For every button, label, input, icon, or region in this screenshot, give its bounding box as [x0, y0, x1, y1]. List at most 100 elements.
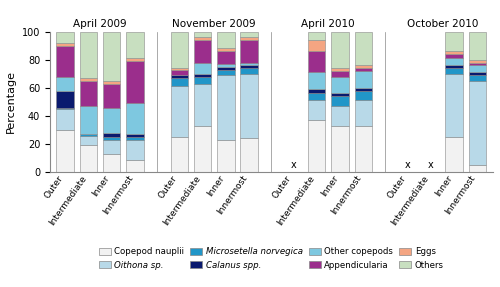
Bar — [354, 126, 372, 172]
Bar — [126, 32, 144, 58]
Bar — [331, 71, 348, 77]
Bar — [354, 71, 372, 88]
Bar — [80, 106, 97, 134]
Bar — [194, 63, 212, 74]
Bar — [126, 61, 144, 103]
Bar — [56, 46, 74, 77]
Bar — [80, 146, 97, 172]
Bar — [240, 65, 258, 68]
Bar — [308, 72, 326, 89]
Bar — [240, 74, 258, 138]
Bar — [217, 49, 234, 51]
Bar — [468, 72, 486, 75]
Bar — [56, 77, 74, 91]
Bar — [446, 51, 463, 54]
Bar — [56, 109, 74, 130]
Bar — [331, 68, 348, 71]
Bar — [194, 126, 212, 172]
Bar — [331, 77, 348, 94]
Bar — [126, 103, 144, 134]
Bar — [217, 67, 234, 69]
Bar — [446, 137, 463, 172]
Bar — [80, 136, 97, 146]
Bar — [170, 32, 188, 68]
Bar — [103, 140, 120, 154]
Bar — [308, 120, 326, 172]
Text: October 2010: October 2010 — [406, 19, 478, 29]
Y-axis label: Percentage: Percentage — [6, 70, 16, 133]
Bar — [103, 137, 120, 140]
Bar — [446, 74, 463, 137]
Bar — [468, 60, 486, 63]
Bar — [194, 37, 212, 40]
Bar — [240, 138, 258, 172]
Bar — [103, 108, 120, 133]
Bar — [170, 75, 188, 78]
Bar — [331, 96, 348, 106]
Bar — [308, 40, 326, 51]
Bar — [240, 40, 258, 63]
Bar — [217, 32, 234, 49]
Bar — [80, 81, 97, 106]
Bar — [80, 78, 97, 81]
Bar — [308, 32, 326, 40]
Bar — [468, 81, 486, 165]
Text: April 2010: April 2010 — [302, 19, 355, 29]
Bar — [468, 32, 486, 60]
Bar — [126, 134, 144, 137]
Bar — [126, 58, 144, 61]
Bar — [194, 84, 212, 126]
Bar — [468, 63, 486, 65]
Bar — [126, 137, 144, 140]
Bar — [240, 32, 258, 37]
Bar — [240, 68, 258, 74]
Bar — [308, 51, 326, 72]
Bar — [446, 68, 463, 74]
Bar — [56, 130, 74, 172]
Bar — [126, 160, 144, 172]
Bar — [126, 140, 144, 160]
Text: x: x — [290, 160, 296, 170]
Bar — [56, 32, 74, 43]
Bar — [194, 77, 212, 84]
Bar — [240, 63, 258, 65]
Bar — [194, 74, 212, 77]
Bar — [217, 64, 234, 67]
Bar — [103, 81, 120, 84]
Bar — [354, 65, 372, 68]
Bar — [331, 32, 348, 68]
Bar — [446, 65, 463, 68]
Bar — [56, 108, 74, 109]
Bar — [354, 32, 372, 65]
Bar — [170, 137, 188, 172]
Text: November 2009: November 2009 — [172, 19, 256, 29]
Text: x: x — [428, 160, 434, 170]
Bar — [80, 32, 97, 78]
Bar — [308, 89, 326, 94]
Bar — [170, 68, 188, 69]
Bar — [331, 106, 348, 126]
Bar — [217, 51, 234, 64]
Bar — [56, 43, 74, 46]
Bar — [80, 134, 97, 136]
Bar — [194, 32, 212, 37]
Text: April 2009: April 2009 — [74, 19, 127, 29]
Bar — [103, 84, 120, 108]
Bar — [217, 75, 234, 140]
Bar — [331, 126, 348, 172]
Legend: Copepod nauplii, Oithona sp., Microsetella norvegica, Calanus spp., Other copepo: Copepod nauplii, Oithona sp., Microsetel… — [96, 244, 447, 273]
Bar — [446, 54, 463, 58]
Bar — [308, 100, 326, 120]
Bar — [240, 37, 258, 40]
Bar — [170, 69, 188, 75]
Bar — [468, 65, 486, 72]
Bar — [170, 86, 188, 137]
Bar — [331, 94, 348, 96]
Bar — [217, 69, 234, 75]
Bar — [217, 140, 234, 172]
Bar — [354, 91, 372, 100]
Text: x: x — [404, 160, 410, 170]
Bar — [56, 91, 74, 108]
Bar — [468, 165, 486, 172]
Bar — [354, 68, 372, 71]
